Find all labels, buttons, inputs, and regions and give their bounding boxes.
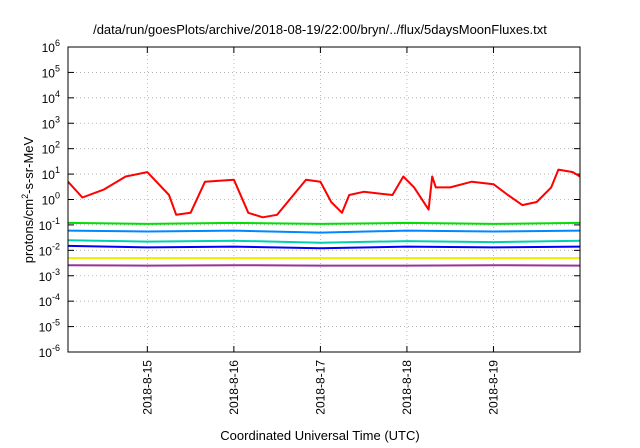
x-tick-label: 2018-8-15 xyxy=(140,360,154,415)
x-tick-label: 2018-8-16 xyxy=(227,360,241,415)
y-tick-label: 101 xyxy=(42,165,60,182)
series-line-4 xyxy=(67,239,581,244)
series-line-5 xyxy=(67,244,581,250)
y-tick-label: 10-3 xyxy=(39,267,60,284)
y-tick-label: 10-5 xyxy=(39,318,60,335)
series-line-2 xyxy=(67,221,581,225)
x-tick-label: 2018-8-17 xyxy=(313,360,327,415)
series-line-3 xyxy=(67,229,581,234)
y-tick-label: 10-1 xyxy=(39,216,60,233)
y-tick-label: 103 xyxy=(42,114,60,131)
x-tick-label: 2018-8-19 xyxy=(486,360,500,415)
y-tick-label: 10-2 xyxy=(39,241,60,258)
y-tick-label: 102 xyxy=(42,140,60,157)
y-tick-label: 106 xyxy=(42,38,60,55)
y-tick-label: 10-6 xyxy=(39,343,60,360)
y-tick-label: 105 xyxy=(42,63,60,80)
y-tick-label: 100 xyxy=(42,191,60,208)
x-tick-label: 2018-8-18 xyxy=(400,360,414,415)
y-tick-label: 104 xyxy=(42,89,60,106)
plot-frame xyxy=(67,46,581,353)
y-tick-label: 10-4 xyxy=(39,292,60,309)
chart-title: /data/run/goesPlots/archive/2018-08-19/2… xyxy=(93,22,547,37)
series-line-1 xyxy=(67,168,581,219)
y-axis-label: protons/cm2-s-sr-MeV xyxy=(19,136,37,264)
x-axis-label: Coordinated Universal Time (UTC) xyxy=(220,428,420,443)
